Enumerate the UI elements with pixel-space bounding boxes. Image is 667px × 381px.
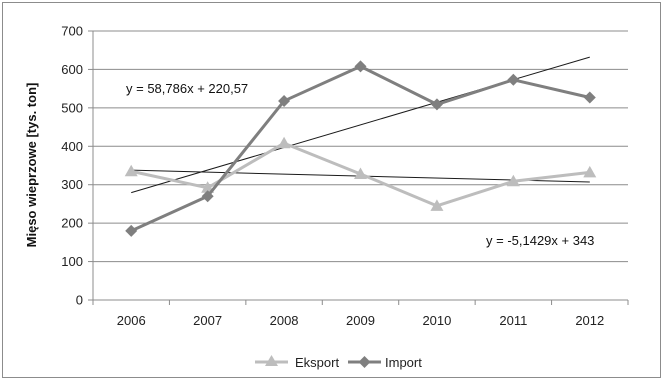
data-point-eksport-2006 xyxy=(124,164,138,177)
data-point-import-2010 xyxy=(430,98,443,111)
x-tick-label: 2011 xyxy=(499,313,527,328)
data-point-eksport-2009 xyxy=(354,167,367,179)
x-tick-label: 2008 xyxy=(270,313,299,328)
y-tick-label: 0 xyxy=(76,293,83,308)
data-point-import-2011 xyxy=(507,73,520,86)
y-tick-label: 400 xyxy=(61,139,83,154)
x-tick-label: 2010 xyxy=(422,313,451,328)
data-point-import-2007 xyxy=(201,190,214,203)
data-point-eksport-2012 xyxy=(583,165,597,178)
x-tick-label: 2012 xyxy=(575,313,604,328)
y-tick-label: 200 xyxy=(61,216,83,231)
trendline-equation-eksport: y = -5,1429x + 343 xyxy=(486,233,594,248)
chart-frame xyxy=(2,2,661,378)
data-point-import-2009 xyxy=(354,60,367,73)
data-point-import-2008 xyxy=(278,94,291,107)
data-point-import-2006 xyxy=(125,224,138,237)
trendline-equation-import: y = 58,786x + 220,57 xyxy=(126,81,248,96)
data-point-eksport-2008 xyxy=(277,136,291,149)
data-point-eksport-2010 xyxy=(430,199,444,211)
series-group xyxy=(124,60,597,237)
legend-import-marker xyxy=(358,356,371,368)
axes xyxy=(92,31,629,305)
legend-eksport-marker xyxy=(265,355,278,366)
y-tick-label: 500 xyxy=(61,100,83,115)
y-tick-label: 700 xyxy=(61,24,83,39)
y-tick-label: 100 xyxy=(61,254,83,269)
grid-lines xyxy=(88,30,628,301)
legend-import-label: Import xyxy=(385,355,422,370)
data-point-eksport-2011 xyxy=(506,174,520,187)
x-tick-label: 2006 xyxy=(117,313,146,328)
legend: Eksport Import xyxy=(255,355,422,370)
y-tick-label: 600 xyxy=(61,62,83,77)
legend-eksport-label: Eksport xyxy=(295,355,339,370)
y-axis-label: Mięso wieprzowe [tys. ton] xyxy=(24,83,39,248)
y-tick-label: 300 xyxy=(61,177,83,192)
x-tick-labels: 2006 2007 2008 2009 2010 2011 2012 xyxy=(117,313,604,328)
x-tick-label: 2009 xyxy=(346,313,375,328)
y-tick-labels: 0 100 200 300 400 500 600 700 xyxy=(61,24,83,308)
data-point-import-2012 xyxy=(583,91,596,104)
x-tick-label: 2007 xyxy=(193,313,222,328)
